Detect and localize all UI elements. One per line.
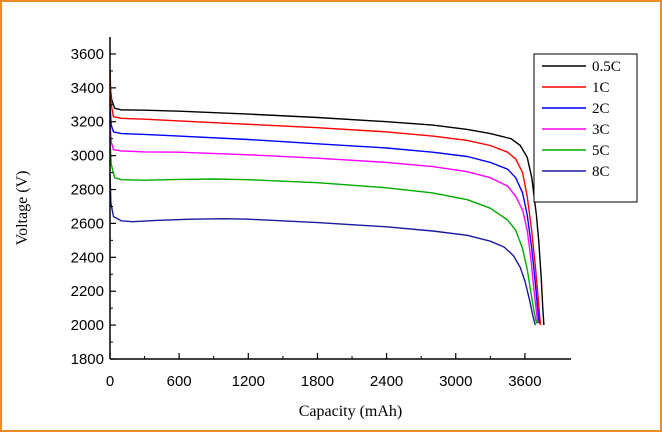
x-tick-label: 2400 (370, 373, 403, 390)
x-tick-label: 1800 (301, 373, 334, 390)
legend-label: 8C (592, 164, 610, 180)
x-tick-label: 3600 (508, 373, 541, 390)
y-tick-label: 3000 (71, 148, 104, 165)
legend-label: 3C (592, 122, 610, 138)
x-axis-ticks: 0 600 1200 1800 2400 3000 3600 (106, 353, 542, 390)
x-tick-label: 1200 (232, 373, 265, 390)
y-tick-label: 2600 (71, 215, 104, 232)
y-tick-label: 1800 (71, 351, 104, 368)
x-tick-label: 600 (167, 373, 192, 390)
series-line-2C (109, 104, 540, 324)
y-axis-ticks: 1800 2000 2200 2400 2600 2800 3000 3200 3400 3600 (71, 46, 116, 368)
x-tick-label: 3000 (439, 373, 472, 390)
y-tick-label: 3400 (71, 80, 104, 97)
x-tick-label: 0 (106, 373, 114, 390)
legend-label: 2C (592, 101, 610, 117)
legend-label: 0.5C (592, 59, 621, 75)
legend-box (533, 53, 638, 203)
series-line-0.5C (109, 84, 545, 326)
series-line-1C (109, 70, 542, 326)
y-tick-label: 2400 (71, 249, 104, 266)
series-line-8C (109, 172, 536, 326)
series-line-3C (109, 121, 539, 324)
y-tick-label: 2000 (71, 317, 104, 334)
legend-label: 5C (592, 143, 610, 159)
y-axis-title: Voltage (V) (14, 171, 31, 246)
legend: 0.5C 1C 2C 3C 5C 8C (533, 53, 638, 203)
y-tick-label: 3600 (71, 46, 104, 63)
series-line-5C (109, 138, 538, 324)
legend-label: 1C (592, 80, 610, 96)
y-tick-label: 3200 (71, 114, 104, 131)
y-tick-label: 2200 (71, 283, 104, 300)
y-tick-label: 2800 (71, 182, 104, 199)
x-axis-title: Capacity (mAh) (299, 403, 403, 420)
series-lines (109, 70, 545, 326)
